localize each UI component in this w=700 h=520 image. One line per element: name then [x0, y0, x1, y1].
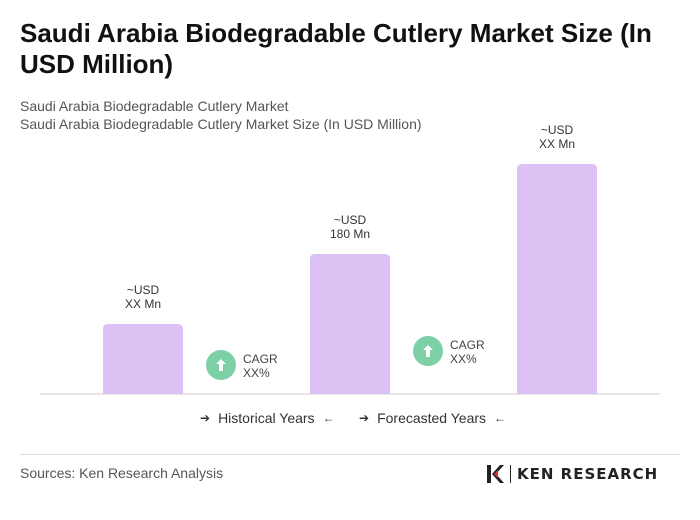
bar — [310, 254, 390, 394]
sources-text: Sources: Ken Research Analysis — [20, 465, 224, 481]
arrow-left-icon: ← — [494, 411, 507, 425]
bar — [103, 324, 183, 394]
arrow-up-icon — [216, 359, 226, 371]
chart-subtitle: Saudi Arabia Biodegradable Cutlery Marke… — [20, 98, 289, 114]
chart-subtitle-units: Saudi Arabia Biodegradable Cutlery Marke… — [20, 116, 422, 132]
legend-forecasted: ➔ Forecasted Years ← — [359, 410, 506, 426]
bar-value-label: 180 Mn — [330, 227, 370, 241]
bar-value-label: ~USD — [334, 213, 367, 227]
page-title: Saudi Arabia Biodegradable Cutlery Marke… — [20, 18, 652, 79]
bar-value-label: XX Mn — [125, 297, 161, 311]
arrow-left-icon: ← — [322, 411, 335, 425]
arrow-right-icon: ➔ — [359, 411, 370, 425]
legend-historical-label: Historical Years — [218, 410, 315, 426]
bar — [517, 164, 597, 394]
cagr-value: XX% — [243, 366, 270, 380]
bar-value-label: ~USD — [541, 123, 574, 137]
logo-separator — [510, 465, 511, 483]
arrow-right-icon: ➔ — [200, 411, 211, 425]
bar-value-label: ~USD — [127, 283, 160, 297]
ken-research-k-icon — [487, 465, 504, 483]
ken-research-logo: KEN RESEARCH — [486, 464, 658, 484]
legend-forecasted-label: Forecasted Years — [377, 410, 487, 426]
cagr-label: CAGR — [243, 352, 278, 366]
arrow-up-icon — [423, 345, 433, 357]
logo-text: KEN RESEARCH — [517, 465, 659, 483]
cagr-label: CAGR — [450, 338, 485, 352]
footer-divider — [20, 454, 680, 455]
bar-value-label: XX Mn — [539, 137, 575, 151]
cagr-value: XX% — [450, 352, 477, 366]
legend-historical: ➔ Historical Years ← — [200, 410, 335, 426]
